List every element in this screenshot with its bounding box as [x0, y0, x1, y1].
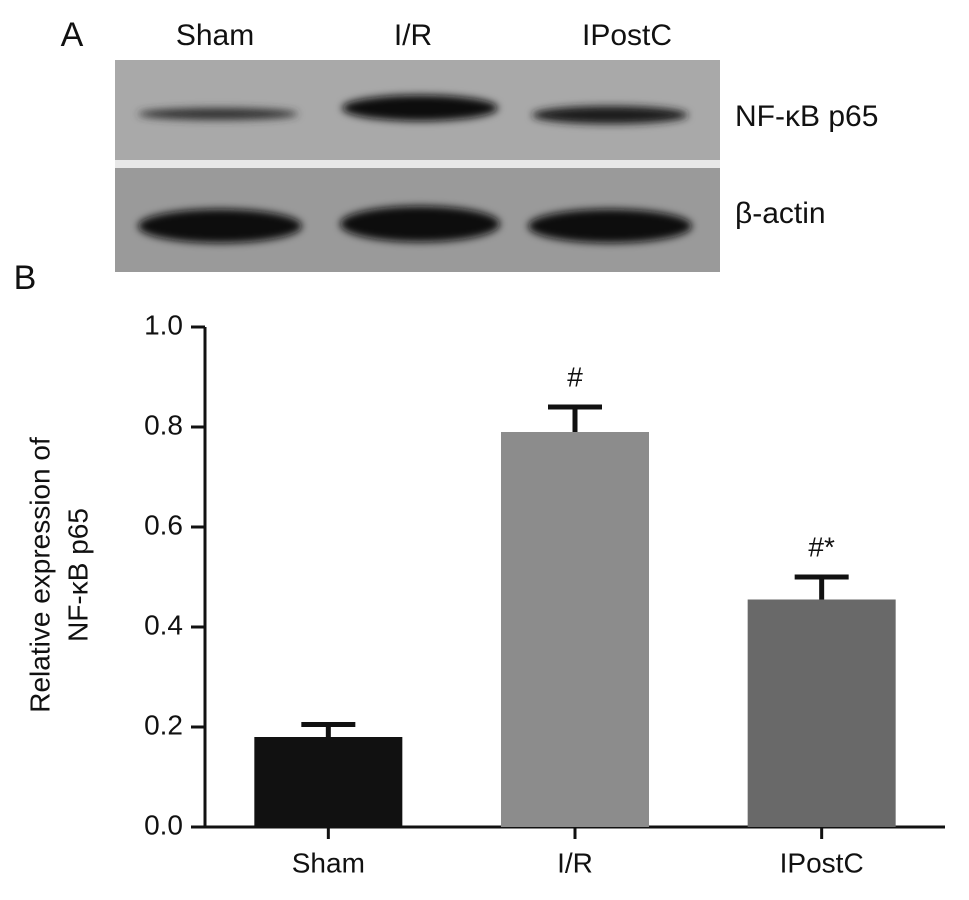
- x-tick-label: I/R: [557, 847, 593, 878]
- lane-label: Sham: [176, 19, 254, 52]
- x-tick-label: IPostC: [780, 847, 864, 878]
- y-axis-title: Relative expression of NF-κB p65: [24, 437, 93, 713]
- bar: [501, 432, 649, 827]
- error-bar: [794, 574, 849, 600]
- annotation: #*: [808, 531, 835, 562]
- y-tick-label: 0.6: [144, 509, 183, 540]
- lane-label: IPostC: [582, 19, 672, 52]
- y-tick-label: 0.2: [144, 709, 183, 740]
- y-tick-label: 0.8: [144, 409, 183, 440]
- y-tick-label: 1.0: [144, 309, 183, 340]
- panel-label: A: [61, 16, 84, 54]
- annotation: #: [567, 361, 583, 392]
- band-label: β-actin: [735, 197, 826, 230]
- panel-label: B: [14, 259, 37, 297]
- band-label: NF-κB p65: [735, 100, 878, 133]
- y-axis-title-line: Relative expression of: [24, 437, 55, 713]
- error-bar: [301, 722, 356, 737]
- error-bar: [548, 404, 602, 432]
- blot-image: [115, 60, 720, 272]
- y-tick-label: 0.0: [144, 809, 183, 840]
- lane-label: I/R: [394, 19, 432, 52]
- x-tick-label: Sham: [292, 847, 365, 878]
- y-axis-title-line: NF-κB p65: [62, 508, 93, 642]
- bar: [747, 599, 896, 827]
- y-tick-label: 0.4: [144, 609, 183, 640]
- bar: [254, 737, 403, 827]
